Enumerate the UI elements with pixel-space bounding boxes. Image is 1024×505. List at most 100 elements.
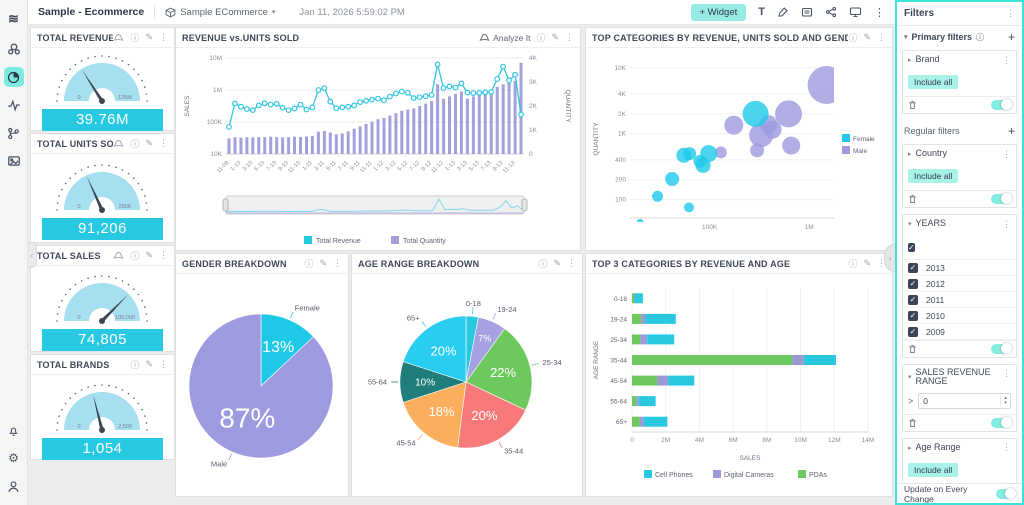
chevron-right-icon[interactable]: ▸: [908, 57, 912, 64]
checkbox-checked[interactable]: ✓: [908, 326, 918, 337]
filter-menu-icon[interactable]: ⋮: [1002, 442, 1011, 453]
analyze-hat-icon[interactable]: [113, 251, 124, 260]
filter-menu-icon[interactable]: ⋮: [1002, 54, 1011, 65]
checkbox-checked[interactable]: ✓: [908, 310, 918, 321]
widget-menu-icon[interactable]: ⋮: [877, 258, 886, 268]
chevron-down-icon[interactable]: ▾: [908, 221, 912, 228]
more-options-icon[interactable]: ⋮: [874, 6, 885, 19]
widget-menu-icon[interactable]: ⋮: [333, 258, 342, 268]
year-checkbox-item[interactable]: ✓ 2009: [903, 324, 1016, 340]
top3-categories-bar-chart[interactable]: 0 2M 4M 6M 8M 10M 12M 14M 0-18 19-24 25-34 35-44 45-…: [586, 274, 890, 495]
info-icon[interactable]: ⓘ: [130, 139, 140, 149]
pulse-icon[interactable]: [4, 95, 24, 115]
info-icon[interactable]: ⓘ: [848, 259, 858, 269]
info-icon[interactable]: ⓘ: [848, 33, 858, 43]
total-sales-gauge[interactable]: 0 100,000: [42, 269, 163, 327]
share-icon[interactable]: [825, 6, 837, 18]
year-checkbox-item[interactable]: ✓ 2011: [903, 292, 1016, 308]
widget-menu-icon[interactable]: ⋮: [159, 138, 168, 148]
gender-pie-chart[interactable]: 13% Female 87% Male: [176, 274, 346, 495]
filter-name[interactable]: Age Range: [915, 442, 961, 453]
add-regular-filter-button[interactable]: +: [1007, 124, 1015, 138]
include-all-chip[interactable]: Include all: [908, 462, 959, 477]
widget-menu-icon[interactable]: ⋮: [565, 32, 574, 42]
gallery-icon[interactable]: [4, 151, 24, 171]
edit-pencil-icon[interactable]: ✎: [863, 32, 871, 42]
delete-filter-icon[interactable]: [908, 100, 917, 110]
widget-menu-icon[interactable]: ⋮: [159, 32, 168, 42]
info-icon[interactable]: ⓘ: [536, 33, 546, 43]
brush-icon[interactable]: [777, 6, 789, 18]
analyze-hat-icon[interactable]: [113, 139, 124, 148]
sidebar-collapse-handle[interactable]: ‹: [28, 242, 37, 268]
total-units-gauge[interactable]: 0 250K: [42, 158, 163, 216]
settings-gear-icon[interactable]: ⚙: [8, 451, 19, 465]
edit-pencil-icon[interactable]: ✎: [551, 32, 559, 42]
notifications-bell-icon[interactable]: [4, 420, 24, 440]
edit-pencil-icon[interactable]: ✎: [145, 32, 153, 42]
filter-toggle[interactable]: [991, 99, 1012, 110]
edit-pencil-icon[interactable]: ✎: [863, 258, 871, 268]
dashboards-icon[interactable]: [3, 67, 24, 87]
delete-filter-icon[interactable]: [908, 344, 917, 354]
chevron-right-icon[interactable]: ▸: [908, 444, 912, 452]
delete-filter-icon[interactable]: [908, 194, 917, 204]
analyze-hat-icon[interactable]: [113, 33, 124, 42]
include-all-chip[interactable]: Include all: [908, 75, 959, 89]
edit-pencil-icon[interactable]: ✎: [145, 359, 153, 369]
edit-pencil-icon[interactable]: ✎: [319, 258, 327, 268]
chevron-right-icon[interactable]: ▸: [908, 151, 912, 158]
info-icon[interactable]: ⓘ: [130, 33, 140, 43]
year-checkbox-item[interactable]: ✓ 2010: [903, 308, 1016, 324]
chevron-down-icon[interactable]: ▾: [908, 374, 912, 382]
edit-pencil-icon[interactable]: ✎: [145, 250, 153, 260]
filter-menu-icon[interactable]: ⋮: [1002, 368, 1011, 378]
filter-toggle[interactable]: [991, 416, 1012, 428]
widget-menu-icon[interactable]: ⋮: [567, 258, 576, 268]
filters-collapse-handle[interactable]: ›: [884, 244, 895, 272]
year-checkbox-item[interactable]: ✓ 2012: [903, 276, 1016, 292]
number-stepper[interactable]: ▴ ▾: [1000, 396, 1010, 406]
filter-name[interactable]: SALES REVENUE RANGE: [915, 367, 991, 387]
filters-menu-icon[interactable]: ⋮: [1006, 8, 1015, 18]
filter-toggle[interactable]: [991, 193, 1012, 204]
total-brands-gauge[interactable]: 0 2,500: [42, 378, 163, 436]
widget-menu-icon[interactable]: ⋮: [159, 250, 168, 260]
dataset-selector[interactable]: Sample ECommerce ▾: [165, 7, 275, 18]
analyze-it-button[interactable]: Analyze It: [479, 33, 530, 43]
text-tool-icon[interactable]: T: [758, 6, 765, 18]
filter-name[interactable]: Brand: [915, 54, 940, 65]
info-icon[interactable]: ⓘ: [304, 259, 314, 269]
data-icon[interactable]: [4, 39, 24, 59]
edit-pencil-icon[interactable]: ✎: [553, 258, 561, 268]
info-icon[interactable]: ⓘ: [130, 251, 140, 261]
operator-label[interactable]: >: [908, 395, 914, 406]
year-checkbox-item[interactable]: ✓ 2013: [903, 260, 1016, 276]
edit-pencil-icon[interactable]: ✎: [145, 138, 153, 148]
filter-menu-icon[interactable]: ⋮: [1002, 218, 1011, 229]
branch-icon[interactable]: [4, 123, 24, 143]
filter-menu-icon[interactable]: ⋮: [1002, 148, 1011, 159]
checkbox-checked[interactable]: ✓: [908, 294, 918, 305]
filter-name[interactable]: YEARS: [915, 218, 947, 229]
report-icon[interactable]: [801, 6, 813, 18]
top-categories-bubble-chart[interactable]: 100 200 400 1K 2K 4K 10K 100K 1M QUANTITY Female Ma…: [586, 48, 890, 249]
info-icon[interactable]: ⓘ: [130, 360, 140, 370]
update-on-change-toggle[interactable]: [995, 487, 1017, 499]
widget-menu-icon[interactable]: ⋮: [159, 359, 168, 369]
add-widget-button[interactable]: + Widget: [690, 3, 747, 21]
total-revenue-gauge[interactable]: 0 125M: [42, 49, 163, 107]
filter-name[interactable]: Country: [915, 148, 948, 159]
widget-menu-icon[interactable]: ⋮: [877, 32, 886, 42]
primary-filters-section[interactable]: ▾ Primary filters ⓘ +: [904, 30, 1015, 44]
range-value-input[interactable]: [919, 395, 1001, 406]
screen-icon[interactable]: [849, 6, 862, 18]
checkbox-checked[interactable]: ✓: [908, 262, 918, 273]
select-all-checkbox[interactable]: ✓: [908, 243, 915, 252]
add-primary-filter-button[interactable]: +: [1007, 30, 1015, 44]
regular-filters-section[interactable]: Regular filters +: [904, 124, 1015, 138]
delete-filter-icon[interactable]: [908, 418, 917, 428]
include-all-chip[interactable]: Include all: [908, 169, 959, 183]
age-pie-chart[interactable]: 0-18 7% 19-24 22% 25-34 20% 35-44 18% 45-54 10% 55…: [352, 274, 580, 495]
